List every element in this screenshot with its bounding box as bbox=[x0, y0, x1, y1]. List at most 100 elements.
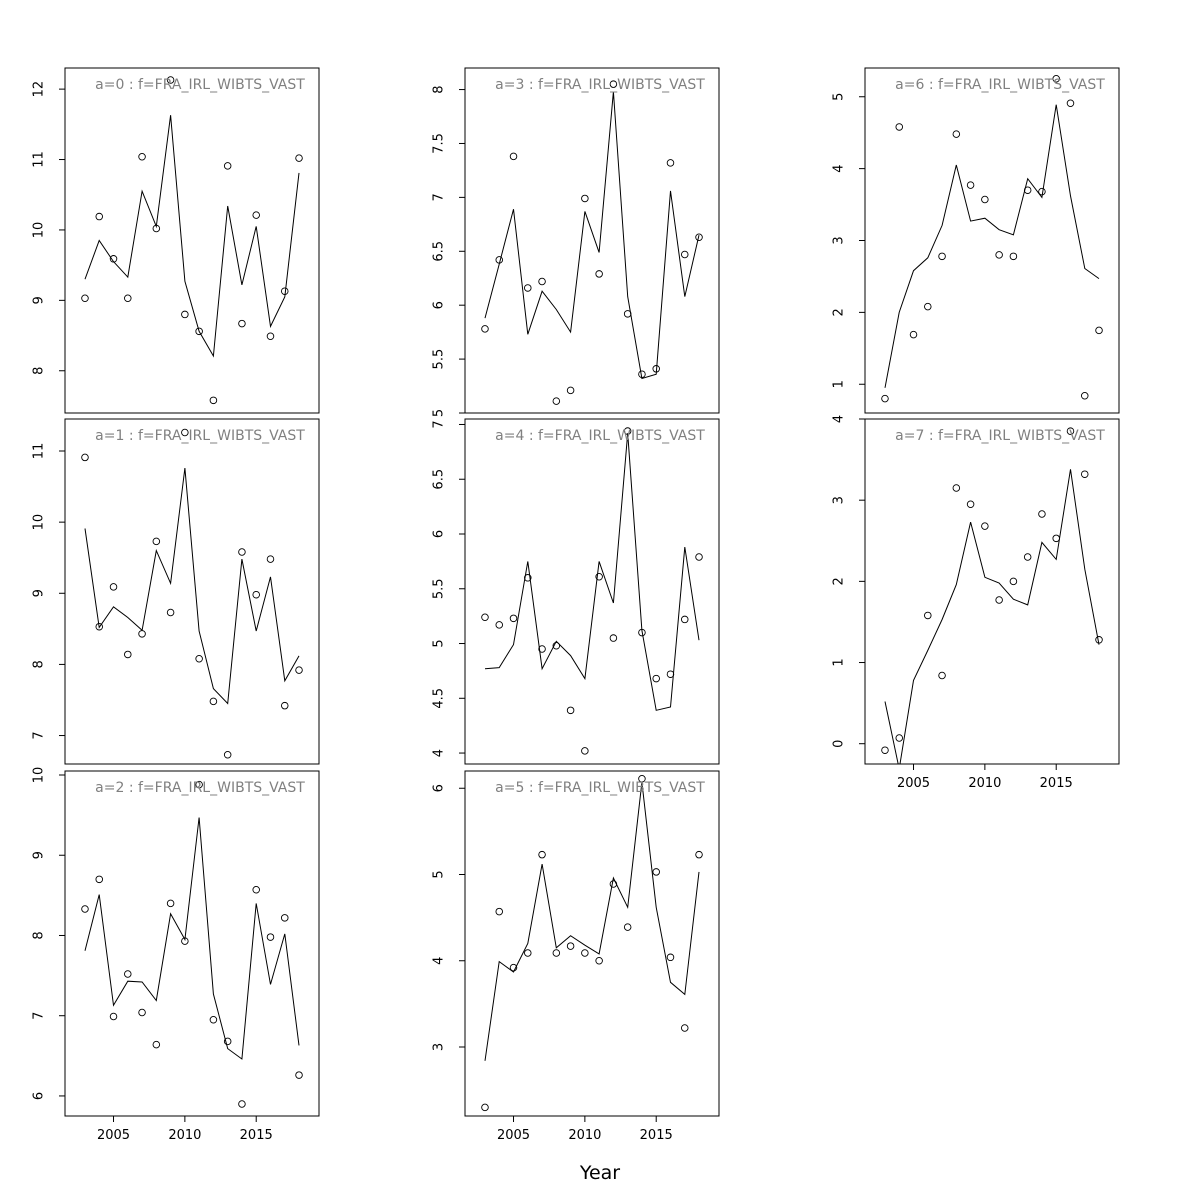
y-tick-label: 8 bbox=[32, 931, 47, 939]
observed-point bbox=[995, 596, 1003, 604]
observed-point bbox=[1009, 252, 1018, 261]
y-tick-label: 5 bbox=[432, 639, 447, 647]
y-tick-label: 5 bbox=[432, 409, 447, 417]
observed-point bbox=[295, 1071, 303, 1079]
observed-point bbox=[609, 634, 618, 642]
observed-point bbox=[1081, 470, 1089, 478]
data-layer bbox=[881, 75, 1103, 403]
observed-point bbox=[152, 1040, 161, 1049]
observed-point bbox=[481, 1103, 489, 1112]
x-tick-label: 2015 bbox=[1040, 776, 1073, 791]
y-tick-label: 9 bbox=[32, 851, 47, 859]
x-axis-label: Year bbox=[579, 1162, 620, 1184]
observed-point bbox=[81, 453, 89, 462]
observed-point bbox=[81, 905, 89, 913]
data-layer bbox=[881, 427, 1103, 764]
observed-point bbox=[609, 80, 618, 88]
y-tick-label: 1 bbox=[832, 380, 847, 388]
plot-frame bbox=[464, 418, 720, 765]
observed-point bbox=[538, 277, 546, 286]
observed-point bbox=[681, 1024, 689, 1032]
y-tick-label: 5.5 bbox=[432, 349, 447, 370]
observed-point bbox=[623, 310, 632, 318]
y-tick-label: 7 bbox=[32, 731, 47, 739]
y-tick-label: 0 bbox=[832, 740, 847, 748]
x-tick-label: 2010 bbox=[168, 1128, 201, 1143]
observed-point bbox=[1081, 392, 1089, 400]
observed-point bbox=[552, 641, 561, 650]
panel-title: a=3 : f=FRA_IRL_WIBTS_VAST bbox=[495, 77, 705, 93]
observed-point bbox=[623, 923, 632, 931]
observed-point bbox=[895, 123, 903, 131]
observed-point bbox=[166, 899, 175, 908]
observed-point bbox=[652, 674, 660, 683]
observed-point bbox=[952, 484, 961, 492]
observed-point bbox=[138, 630, 146, 638]
observed-point bbox=[895, 734, 903, 742]
fitted-line bbox=[84, 817, 300, 1060]
plot-frame bbox=[64, 770, 320, 1117]
observed-point bbox=[652, 365, 660, 373]
y-tick-label: 7 bbox=[32, 1012, 47, 1020]
fitted-line bbox=[84, 115, 300, 358]
observed-point bbox=[652, 868, 660, 876]
plot-frame bbox=[64, 418, 320, 765]
observed-point bbox=[481, 325, 489, 333]
observed-point bbox=[695, 850, 703, 859]
x-tick-label: 2015 bbox=[240, 1128, 273, 1143]
x-tick-label: 2010 bbox=[968, 776, 1001, 791]
observed-point bbox=[595, 270, 603, 278]
y-tick-label: 6 bbox=[32, 1092, 47, 1100]
fitted-line bbox=[84, 468, 300, 705]
y-tick-label: 6 bbox=[432, 301, 447, 309]
observed-point bbox=[495, 907, 503, 916]
observed-point bbox=[552, 397, 561, 405]
observed-point bbox=[1066, 427, 1075, 435]
observed-point bbox=[495, 256, 503, 264]
panel-title: a=7 : f=FRA_IRL_WIBTS_VAST bbox=[895, 428, 1105, 444]
panel-a3: 5 5.5 6 6.5 7 7.5 8 a=3 : f=FRA_IRL_WIBTS_VAST bbox=[432, 67, 720, 417]
y-tick-label: 9 bbox=[32, 589, 47, 597]
y-tick-label: 11 bbox=[32, 443, 47, 460]
y-tick-label: 12 bbox=[32, 81, 47, 98]
fitted-line bbox=[884, 104, 1100, 388]
plot-frame bbox=[864, 418, 1120, 765]
observed-point bbox=[252, 885, 260, 894]
observed-point bbox=[638, 775, 646, 783]
observed-point bbox=[209, 697, 218, 706]
data-layer bbox=[481, 427, 703, 755]
observed-point bbox=[109, 255, 118, 263]
plot-frame bbox=[464, 67, 720, 414]
y-tick-label: 7.5 bbox=[432, 133, 447, 154]
panel-title: a=2 : f=FRA_IRL_WIBTS_VAST bbox=[95, 780, 305, 796]
observed-point bbox=[881, 746, 889, 754]
observed-point bbox=[938, 252, 946, 261]
observed-point bbox=[95, 875, 103, 884]
observed-point bbox=[524, 949, 532, 957]
observed-point bbox=[195, 654, 203, 663]
y-tick-label: 2 bbox=[832, 577, 847, 585]
observed-point bbox=[223, 1037, 232, 1046]
data-layer bbox=[81, 428, 303, 759]
observed-point bbox=[638, 628, 646, 637]
observed-point bbox=[95, 622, 103, 631]
observed-point bbox=[238, 548, 246, 556]
observed-point bbox=[1038, 510, 1046, 518]
plot-frame bbox=[864, 67, 1120, 414]
x-tick-label: 2015 bbox=[640, 1128, 673, 1143]
observed-point bbox=[695, 553, 703, 561]
observed-point bbox=[95, 212, 103, 221]
panel-title: a=5 : f=FRA_IRL_WIBTS_VAST bbox=[495, 780, 705, 796]
observed-point bbox=[509, 152, 518, 161]
observed-point bbox=[1038, 187, 1046, 196]
observed-point bbox=[666, 670, 675, 678]
y-tick-label: 1 bbox=[832, 658, 847, 666]
observed-point bbox=[623, 427, 632, 435]
observed-point bbox=[938, 671, 946, 680]
panel-title: a=0 : f=FRA_IRL_WIBTS_VAST bbox=[95, 77, 305, 93]
y-tick-label: 5 bbox=[832, 93, 847, 101]
observed-point bbox=[181, 937, 189, 945]
observed-point bbox=[238, 319, 246, 328]
observed-point bbox=[566, 706, 575, 715]
